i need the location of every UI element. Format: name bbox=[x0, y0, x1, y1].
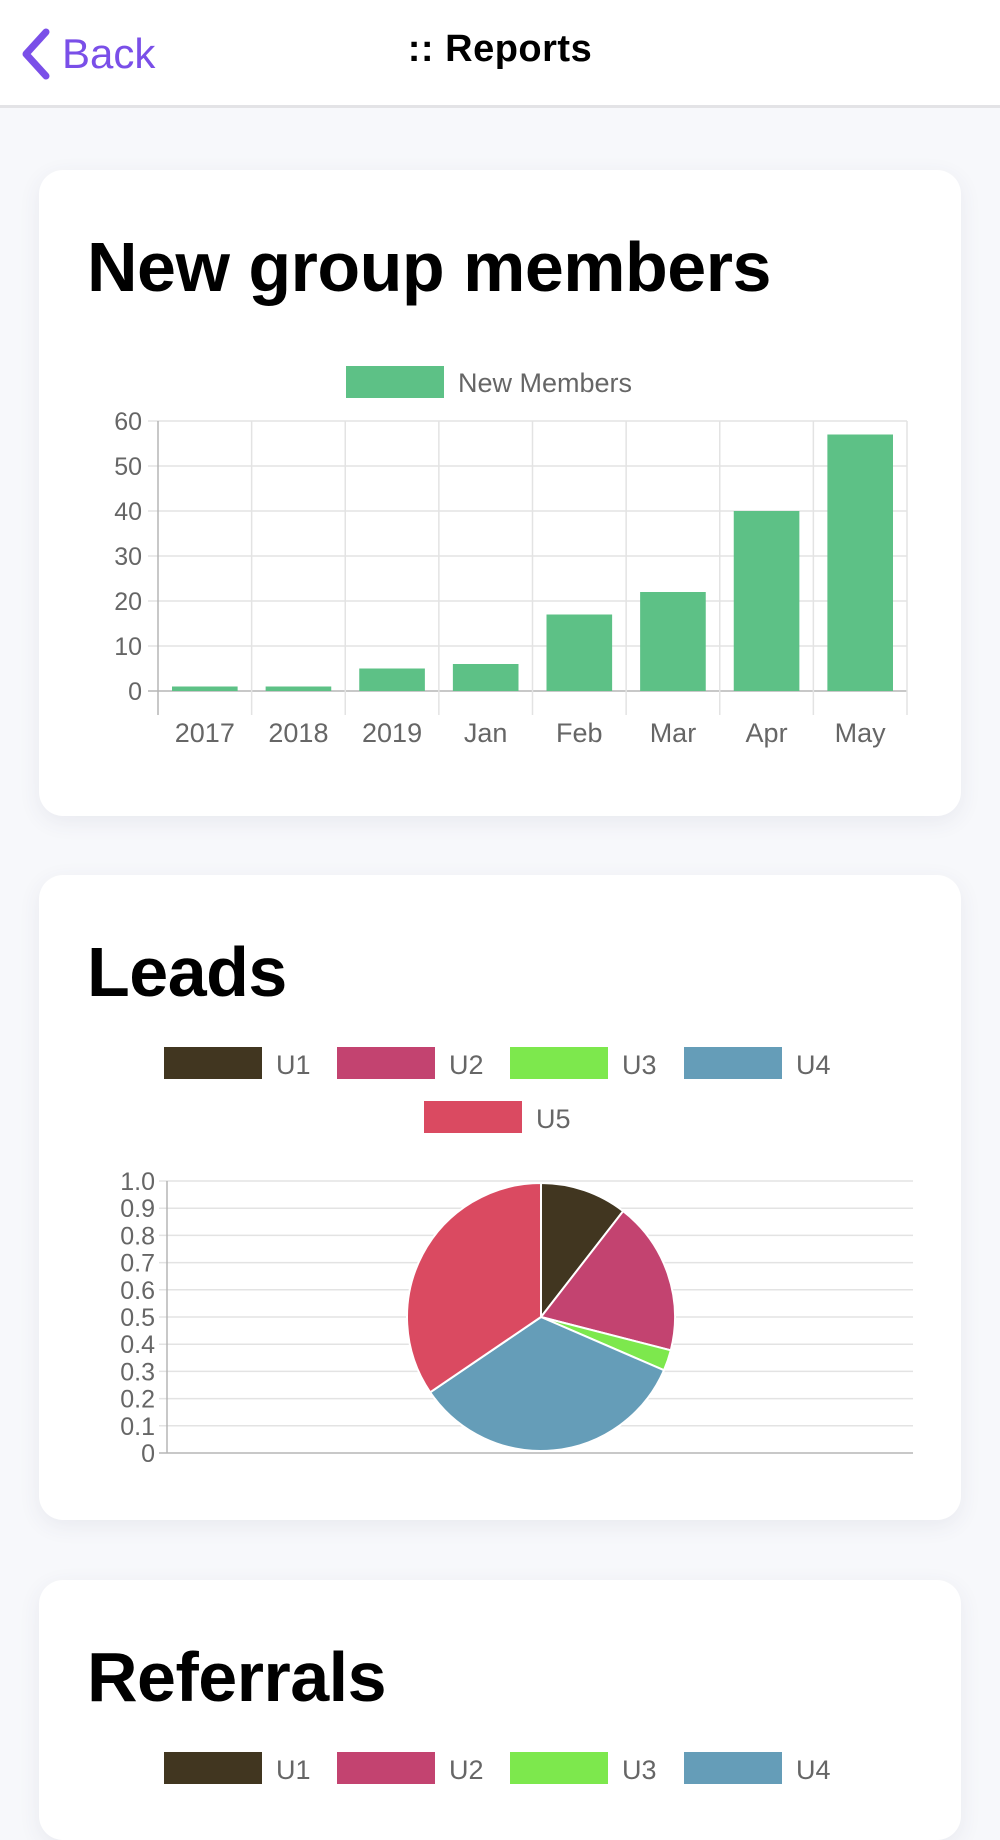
back-button[interactable]: Back bbox=[20, 24, 155, 84]
y-tick-label: 0.3 bbox=[120, 1358, 155, 1386]
bar bbox=[640, 592, 706, 691]
bar bbox=[172, 686, 238, 691]
legend-swatch bbox=[510, 1752, 608, 1784]
legend-swatch bbox=[684, 1047, 782, 1079]
legend-label: U3 bbox=[622, 1050, 657, 1080]
x-tick-label: May bbox=[835, 718, 887, 748]
x-tick-label: 2017 bbox=[175, 718, 235, 748]
y-tick-label: 0.1 bbox=[120, 1413, 155, 1441]
legend-label: U3 bbox=[622, 1755, 657, 1785]
legend-label: U1 bbox=[276, 1050, 311, 1080]
legend-label: U5 bbox=[536, 1104, 571, 1134]
bar bbox=[827, 434, 893, 691]
y-tick-label: 0.9 bbox=[120, 1195, 155, 1223]
legend-swatch bbox=[510, 1047, 608, 1079]
x-tick-label: Feb bbox=[556, 718, 603, 748]
legend-label: U2 bbox=[449, 1050, 484, 1080]
x-tick-label: Jan bbox=[464, 718, 508, 748]
card-title: Leads bbox=[87, 933, 287, 1011]
leads-pie-chart: U1 U2 U3 U4 U5 00.10.20.30.40.50.60.70.80.91.… bbox=[120, 1047, 913, 1468]
pie-slice bbox=[539, 1209, 676, 1352]
y-tick-label: 0.7 bbox=[120, 1250, 155, 1278]
x-tick-label: Mar bbox=[650, 718, 697, 748]
legend-label: U4 bbox=[796, 1050, 831, 1080]
legend-swatch bbox=[684, 1752, 782, 1784]
referrals-card: Referrals U1 U2 U3 U4 bbox=[39, 1580, 961, 1840]
bar bbox=[265, 686, 332, 691]
card-title: New group members bbox=[87, 228, 771, 306]
y-tick-label: 0.4 bbox=[120, 1331, 155, 1359]
y-tick-label: 0.2 bbox=[120, 1386, 155, 1414]
legend-label: U1 bbox=[276, 1755, 311, 1785]
leads-card: Leads U1 U2 U3 U4 U5 0 0.1 0.2 0.3 0.4 0.5 0.6 0.7 0.… bbox=[39, 875, 961, 1520]
new-members-bar-chart: 0 10 20 30 40 50 60 2017 2018 2019 Jan Feb Mar Apr May… bbox=[114, 366, 908, 748]
y-tick-label: 0.5 bbox=[120, 1304, 155, 1332]
y-tick-label: 0 bbox=[141, 1440, 155, 1468]
legend-label: New Members bbox=[458, 368, 632, 398]
y-tick-label: 50 bbox=[114, 453, 142, 481]
top-navigation-bar: Back :: Reports bbox=[0, 0, 1000, 108]
bar bbox=[546, 614, 613, 691]
legend-swatch bbox=[424, 1101, 522, 1133]
y-tick-label: 60 bbox=[114, 408, 142, 436]
back-button-label: Back bbox=[62, 30, 156, 77]
page-title: :: Reports bbox=[407, 28, 593, 70]
y-tick-label: 1.0 bbox=[120, 1168, 155, 1196]
legend-label: U4 bbox=[796, 1755, 831, 1785]
legend-swatch bbox=[337, 1752, 435, 1784]
y-tick-label: 20 bbox=[114, 588, 142, 616]
x-tick-label: Apr bbox=[746, 718, 788, 748]
legend-swatch bbox=[337, 1047, 435, 1079]
pie-slice bbox=[540, 1181, 625, 1320]
x-tick-label: 2019 bbox=[362, 718, 422, 748]
y-tick-label: 30 bbox=[114, 543, 142, 571]
y-tick-label: 0 bbox=[128, 678, 142, 706]
pie-slice bbox=[406, 1181, 542, 1394]
legend-swatch bbox=[164, 1752, 262, 1784]
chevron-left-icon bbox=[22, 28, 50, 80]
y-tick-label: 40 bbox=[114, 498, 142, 526]
pie-slice bbox=[428, 1315, 666, 1452]
y-tick-label: 0.8 bbox=[120, 1222, 155, 1250]
new-members-card: New group members 0 10 20 30 40 50 60 2017 2018 2… bbox=[39, 170, 961, 816]
legend-swatch bbox=[346, 366, 444, 398]
referrals-chart: U1 U2 U3 U4 bbox=[164, 1752, 831, 1785]
card-title: Referrals bbox=[87, 1638, 387, 1716]
y-tick-label: 10 bbox=[114, 633, 142, 661]
x-tick-label: 2018 bbox=[268, 718, 328, 748]
bar bbox=[452, 664, 519, 691]
bar bbox=[359, 668, 425, 691]
bar bbox=[733, 511, 800, 691]
legend-label: U2 bbox=[449, 1755, 484, 1785]
legend-swatch bbox=[164, 1047, 262, 1079]
y-tick-label: 0.6 bbox=[120, 1277, 155, 1305]
